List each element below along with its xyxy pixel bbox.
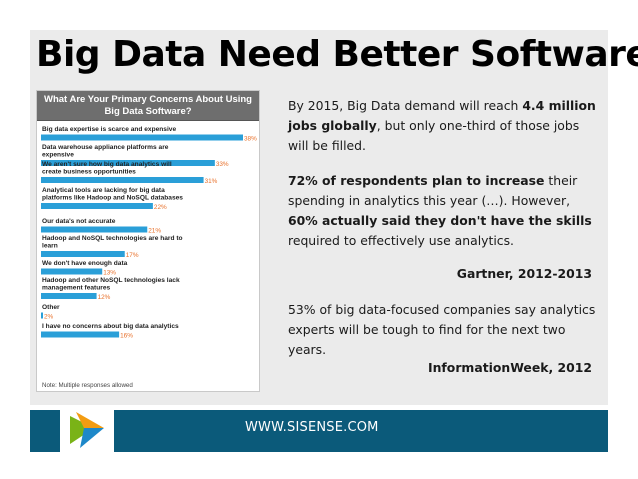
chart-note: Note: Multiple responses allowed (42, 382, 133, 389)
category-label: Hadoop and other NoSQL technologies lack… (42, 277, 180, 292)
value-label: 13% (103, 270, 116, 277)
category-label: Hadoop and NoSQL technologies are hard t… (42, 235, 183, 250)
p1-text-c: , but only one-third of those jobs will … (288, 118, 580, 153)
bar (41, 293, 97, 299)
footer-url[interactable]: WWW.SISENSE.COM (245, 420, 379, 435)
value-label: 12% (98, 294, 111, 301)
source-gartner: Gartner, 2012-2013 (456, 266, 592, 281)
bar (41, 251, 125, 257)
bar-chart-card: What Are Your Primary Concerns About Usi… (36, 90, 260, 392)
slide-title: Big Data Need Better Software (36, 34, 638, 75)
bar (41, 268, 103, 275)
sisense-logo (60, 406, 114, 454)
bar (41, 331, 120, 338)
category-label: Analytical tools are lacking for big dat… (42, 187, 183, 202)
category-label: Big data expertise is scarce and expensi… (42, 126, 176, 133)
category-label: We don't have enough data (42, 260, 128, 267)
chart-title: What Are Your Primary Concerns About Usi… (44, 94, 252, 117)
category-label: Our data's not accurate (42, 218, 116, 225)
value-label: 22% (154, 204, 167, 211)
p1-text-a: By 2015, Big Data demand will reach (288, 98, 523, 113)
value-label: 17% (126, 252, 139, 259)
bar (41, 312, 43, 319)
p1-highlight: 4.4 million jobs globally (288, 98, 596, 133)
value-label: 2% (44, 314, 54, 321)
p2-highlight-a: 72% of respondents plan to increase (288, 173, 545, 188)
p3-text: 53% of big data-focused companies say an… (288, 302, 596, 357)
value-label: 31% (205, 178, 218, 185)
bar (41, 177, 204, 183)
bar (41, 160, 215, 166)
p2-text-b: their spending in analytics this year (…… (288, 173, 578, 208)
paragraph-gartner-demand: By 2015, Big Data demand will reach 4.4 … (288, 96, 598, 156)
chart-header: What Are Your Primary Concerns About Usi… (37, 91, 259, 121)
value-label: 21% (148, 228, 161, 235)
category-label: Other (42, 304, 60, 311)
bar (41, 226, 148, 233)
value-label: 16% (120, 333, 133, 340)
p2-text-d: required to effectively use analytics. (288, 233, 514, 248)
category-label: I have no concerns about big data analyt… (42, 323, 179, 330)
footer-bar (30, 410, 608, 452)
category-label: Data warehouse appliance platforms are ex… (42, 144, 169, 159)
bar (41, 203, 153, 209)
bar (41, 134, 243, 141)
paragraph-gartner-skills: 72% of respondents plan to increase thei… (288, 171, 598, 251)
value-label: 38% (244, 136, 257, 143)
category-label: We aren't sure how big data analytics wi… (42, 161, 172, 176)
p2-highlight-c: 60% actually said they don't have the sk… (288, 213, 592, 228)
value-label: 33% (216, 161, 229, 168)
paragraph-informationweek: 53% of big data-focused companies say an… (288, 300, 598, 360)
source-informationweek: InformationWeek, 2012 (427, 360, 592, 375)
bar-chart: Big data expertise is scarce and expensi… (41, 126, 257, 389)
